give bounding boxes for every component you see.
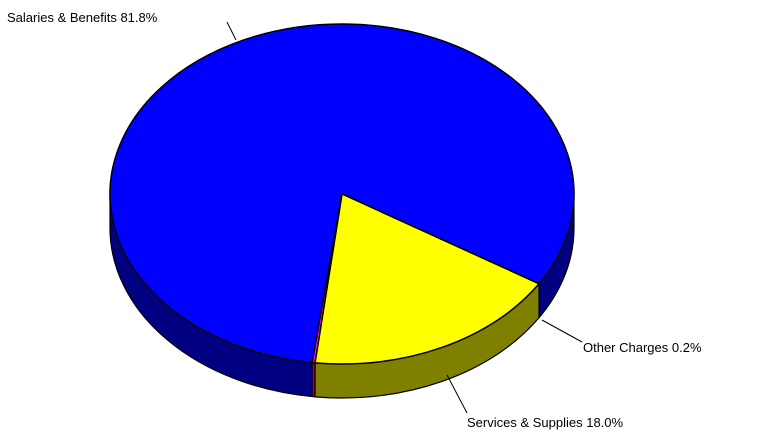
slice-other-charges [311,193,343,364]
leader-lines [226,21,583,414]
label-salaries-benefits: Salaries & Benefits 81.8% [7,10,158,25]
label-services-supplies: Services & Supplies 18.0% [467,415,624,430]
pie-slices [109,23,575,365]
label-other-charges: Other Charges 0.2% [583,340,702,355]
slice-services-supplies [314,193,540,365]
leader-salaries-benefits [226,21,237,41]
leader-other-charges [541,319,583,343]
slice-other-charges-side [311,361,316,398]
leader-services-supplies [446,374,468,414]
